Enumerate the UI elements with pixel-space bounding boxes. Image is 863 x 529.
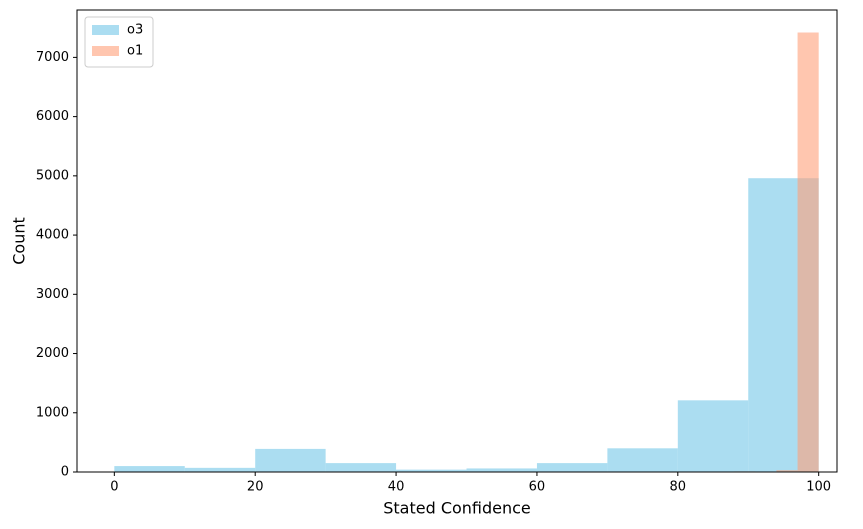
bar [325, 463, 397, 472]
y-tick-label: 0 [61, 465, 69, 480]
bar [114, 466, 185, 472]
plot-frame [76, 9, 838, 473]
legend-label: o3 [127, 23, 143, 38]
y-tick-label: 6000 [36, 109, 69, 124]
y-tick-label: 7000 [36, 50, 69, 65]
x-tick-label: 60 [529, 480, 546, 495]
bar [607, 448, 678, 472]
x-tick-label: 80 [670, 480, 687, 495]
y-tick-label: 5000 [36, 168, 69, 183]
y-tick-label: 1000 [36, 405, 69, 420]
bar [677, 400, 749, 472]
x-tick-label: 100 [806, 480, 831, 495]
bar [466, 468, 537, 472]
bar [797, 32, 819, 472]
bar [536, 463, 608, 472]
x-axis-label: Stated Confidence [383, 499, 531, 518]
x-tick-label: 20 [247, 480, 264, 495]
x-tick-label: 40 [388, 480, 405, 495]
x-tick-label: 0 [110, 480, 118, 495]
y-tick-label: 4000 [36, 228, 69, 243]
bar [255, 448, 326, 472]
legend-swatch [92, 25, 119, 35]
bar [184, 467, 256, 472]
y-axis-label: Count [10, 217, 29, 265]
y-tick-label: 2000 [36, 346, 69, 361]
legend-swatch [92, 46, 119, 56]
bar [396, 469, 467, 472]
y-tick-label: 3000 [36, 287, 69, 302]
bar [776, 470, 798, 472]
legend-label: o1 [127, 44, 143, 59]
